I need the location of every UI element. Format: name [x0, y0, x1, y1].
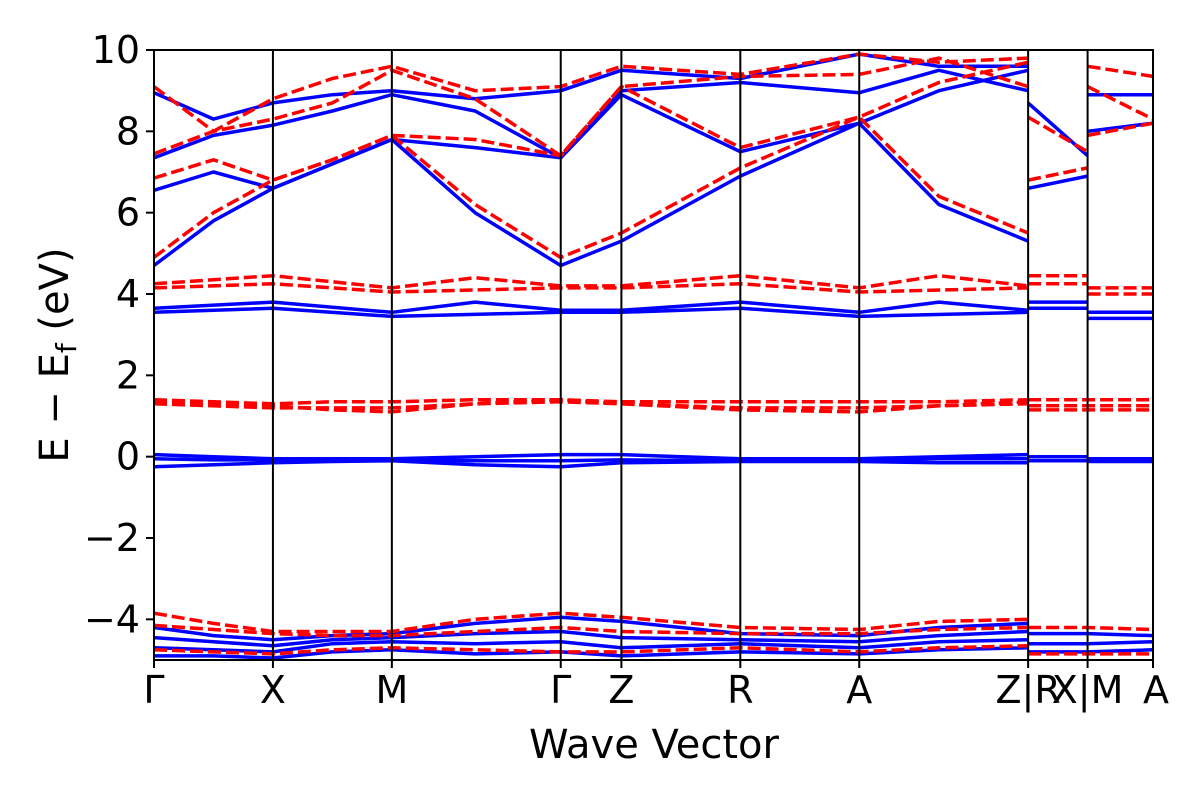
band-line-spin-down-34	[154, 273, 1029, 290]
x-tick-label: Z	[608, 668, 634, 712]
y-axis-ticks: −4 −2 0 2 4 6 8 10	[84, 28, 154, 641]
y-tick-label: 6	[116, 191, 140, 235]
y-tick-label: 2	[116, 353, 140, 397]
y-tick-label: 8	[116, 109, 140, 153]
x-tick-label: Γ	[550, 668, 571, 712]
band-line-spin-up-24	[154, 646, 1029, 660]
y-tick-label: −4	[84, 597, 140, 641]
band-line-spin-down-44	[1027, 166, 1088, 182]
band-line-spin-down-30	[154, 397, 1029, 414]
x-axis-title: Wave Vector	[529, 722, 780, 768]
y-axis-title-unit: (eV)	[32, 247, 78, 343]
band-line-spin-up-2	[154, 458, 1029, 469]
x-tick-label: Z|R	[996, 668, 1061, 713]
band-line-spin-up-14	[154, 68, 1029, 192]
y-tick-label: 4	[116, 272, 140, 316]
x-tick-label: M	[375, 668, 408, 712]
band-line-spin-down-52	[1028, 625, 1153, 632]
y-axis-title: E − Ef (eV)	[32, 247, 83, 462]
y-axis-title-main: E − E	[32, 353, 78, 463]
band-line-spin-up-21	[154, 615, 1029, 642]
x-axis-ticks: Γ X M Γ Z R A Z|RX|M A	[143, 660, 1169, 713]
x-tick-label: R	[727, 668, 753, 712]
band-line-spin-up-7	[154, 300, 1029, 315]
band-line-spin-up-27	[1028, 648, 1153, 654]
x-tick-label: X	[260, 668, 286, 712]
band-line-spin-up-15	[154, 68, 1029, 160]
band-line-spin-up-13	[154, 121, 1029, 268]
band-line-spin-down-48	[1086, 85, 1153, 121]
band-line-spin-down-41	[154, 60, 1029, 182]
band-line-spin-down-51	[154, 644, 1029, 656]
band-line-spin-down-49	[154, 611, 1029, 634]
band-line-spin-down-46	[1087, 64, 1153, 79]
band-line-spin-down-45	[1027, 115, 1089, 154]
x-tick-label: Γ	[143, 668, 164, 712]
x-tick-label: A	[1143, 668, 1169, 712]
band-line-spin-down-43	[154, 52, 1029, 134]
band-line-spin-up-22	[154, 629, 1029, 648]
band-line-spin-down-47	[1087, 121, 1153, 138]
band-line-spin-down-35	[154, 282, 1029, 294]
y-tick-label: 10	[92, 28, 140, 72]
band-line-spin-up-8	[154, 306, 1029, 319]
y-tick-label: 0	[116, 435, 140, 479]
plot-frame	[153, 49, 1154, 661]
band-line-spin-down-50	[154, 623, 1029, 638]
x-tick-label: A	[846, 668, 872, 712]
band-line-spin-down-28	[154, 397, 1029, 406]
band-line-spin-up-25	[1028, 631, 1153, 638]
band-line-spin-down-40	[154, 115, 1029, 260]
band-lines	[154, 52, 1153, 660]
y-tick-label: −2	[84, 516, 140, 560]
band-line-spin-down-42	[154, 56, 1029, 158]
band-line-spin-up-26	[1028, 639, 1153, 646]
band-line-spin-up-17	[1027, 174, 1088, 191]
kpoint-separator-lines	[271, 50, 1089, 660]
y-axis-title-subscript: f	[50, 342, 83, 353]
band-line-spin-up-23	[154, 637, 1029, 654]
x-tick-label: X|M	[1052, 668, 1124, 713]
